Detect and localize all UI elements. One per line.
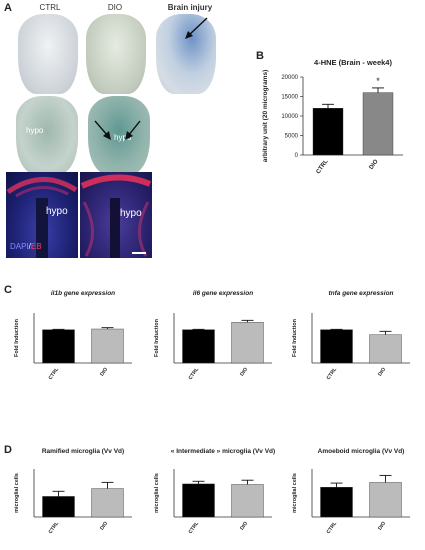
chart-il1b: il1b gene expression Fold Induction CTRL DI… — [14, 290, 132, 381]
label-dio: DIO — [107, 3, 123, 12]
hypo-label-fluor-dio: hypo — [120, 208, 142, 219]
y-axis-label: microglial cells — [292, 473, 298, 513]
chart-title: tnfa gene expression — [328, 290, 393, 297]
bar-ctrl — [182, 329, 215, 364]
chart-4hne: 4-HNE (Brain - week4) arbitrary unit (20 … — [262, 58, 403, 175]
significance-marker: * — [376, 76, 380, 86]
x-tick-label: CTRL — [326, 367, 339, 381]
y-axis-label: Fold Induction — [14, 318, 20, 357]
panel-d-letter: D — [4, 444, 12, 456]
fluorescence-image-dio: hypo — [80, 172, 152, 258]
bar-ctrl — [42, 496, 75, 518]
bar-ctrl — [312, 108, 344, 156]
chart-title: il1b gene expression — [51, 290, 115, 297]
brain-image-dio-dorsal — [86, 14, 146, 94]
bar-dio — [231, 322, 264, 364]
x-tick-label: CTRL — [188, 521, 201, 535]
x-tick-label: DIO — [377, 367, 387, 378]
x-tick-label: CTRL — [48, 367, 61, 381]
chart-title: Ramified microglia (Vv Vd) — [42, 448, 124, 455]
brain-image-ctrl-dorsal — [18, 14, 78, 94]
y-tick-label: 5000 — [285, 134, 299, 140]
bar-dio — [362, 92, 394, 156]
chart-title: 4-HNE (Brain - week4) — [314, 58, 392, 67]
y-tick-label: 10000 — [281, 114, 298, 120]
x-tick-label: CTRL — [48, 521, 61, 535]
y-axis-label: microglial cells — [154, 473, 160, 513]
x-tick-label: DIO — [369, 158, 380, 170]
chart-tnfa: tnfa gene expression Fold Induction CTRL DI… — [292, 290, 410, 381]
hypo-label-ctrl: hypo — [26, 126, 44, 135]
x-tick-label: CTRL — [316, 158, 330, 175]
x-tick-label: CTRL — [326, 521, 339, 535]
brain-image-ctrl-ventral — [16, 96, 78, 174]
panel-a-letter: A — [4, 2, 12, 14]
bar-dio — [369, 482, 402, 518]
y-tick-label: 20000 — [281, 75, 298, 81]
hypo-label-fluor-ctrl: hypo — [46, 206, 68, 217]
chart-title: il6 gene expression — [193, 290, 253, 297]
arrow-icon-injury — [185, 17, 208, 39]
panel-b-letter: B — [256, 50, 264, 62]
stain-legend-ctrl: DAPI/EB — [10, 242, 42, 251]
bar-ctrl — [320, 329, 353, 364]
bar-dio — [369, 334, 402, 364]
chart-ramified: Ramified microglia (Vv Vd) microglial cel… — [14, 448, 132, 535]
x-tick-label: CTRL — [188, 367, 201, 381]
y-axis-label: microglial cells — [14, 473, 20, 513]
y-tick-label: 0 — [295, 153, 299, 159]
y-tick-label: 15000 — [281, 95, 298, 101]
chart-intermediate: « Intermediate » microglia (Vv Vd) microg… — [154, 448, 275, 535]
chart-title: Amoeboid microglia (Vv Vd) — [318, 448, 405, 455]
y-axis-label: arbitrary unit (20 micrograms) — [262, 70, 269, 162]
x-tick-label: DIO — [377, 521, 387, 532]
chart-amoeboid: Amoeboid microglia (Vv Vd) microglial cel… — [292, 448, 410, 535]
bar-ctrl — [320, 487, 353, 518]
label-brain-injury: Brain injury — [167, 3, 213, 12]
y-axis-label: Fold Induction — [154, 318, 160, 357]
brain-image-dio-ventral — [88, 96, 150, 174]
bar-ctrl — [182, 483, 215, 518]
brain-image-injury — [156, 14, 216, 94]
label-ctrl: CTRL — [39, 3, 61, 12]
bar-dio — [231, 484, 264, 518]
x-tick-label: DIO — [239, 367, 249, 378]
chart-il6: il6 gene expression Fold Induction CTRL DIO — [154, 290, 272, 381]
x-tick-label: DIO — [239, 521, 249, 532]
arrow-icons-dio — [94, 120, 141, 140]
x-tick-label: DIO — [99, 367, 109, 378]
bar-ctrl — [42, 329, 75, 364]
hypo-label-dio: hypo — [114, 133, 132, 142]
y-axis-label: Fold Induction — [292, 318, 298, 357]
fluorescence-image-ctrl: hypo DAPI/EB — [6, 172, 78, 258]
panel-c-letter: C — [4, 284, 12, 296]
scale-bar — [132, 252, 146, 254]
bar-dio — [91, 328, 124, 364]
chart-title: « Intermediate » microglia (Vv Vd) — [171, 448, 275, 455]
bar-dio — [91, 488, 124, 518]
x-tick-label: DIO — [99, 521, 109, 532]
